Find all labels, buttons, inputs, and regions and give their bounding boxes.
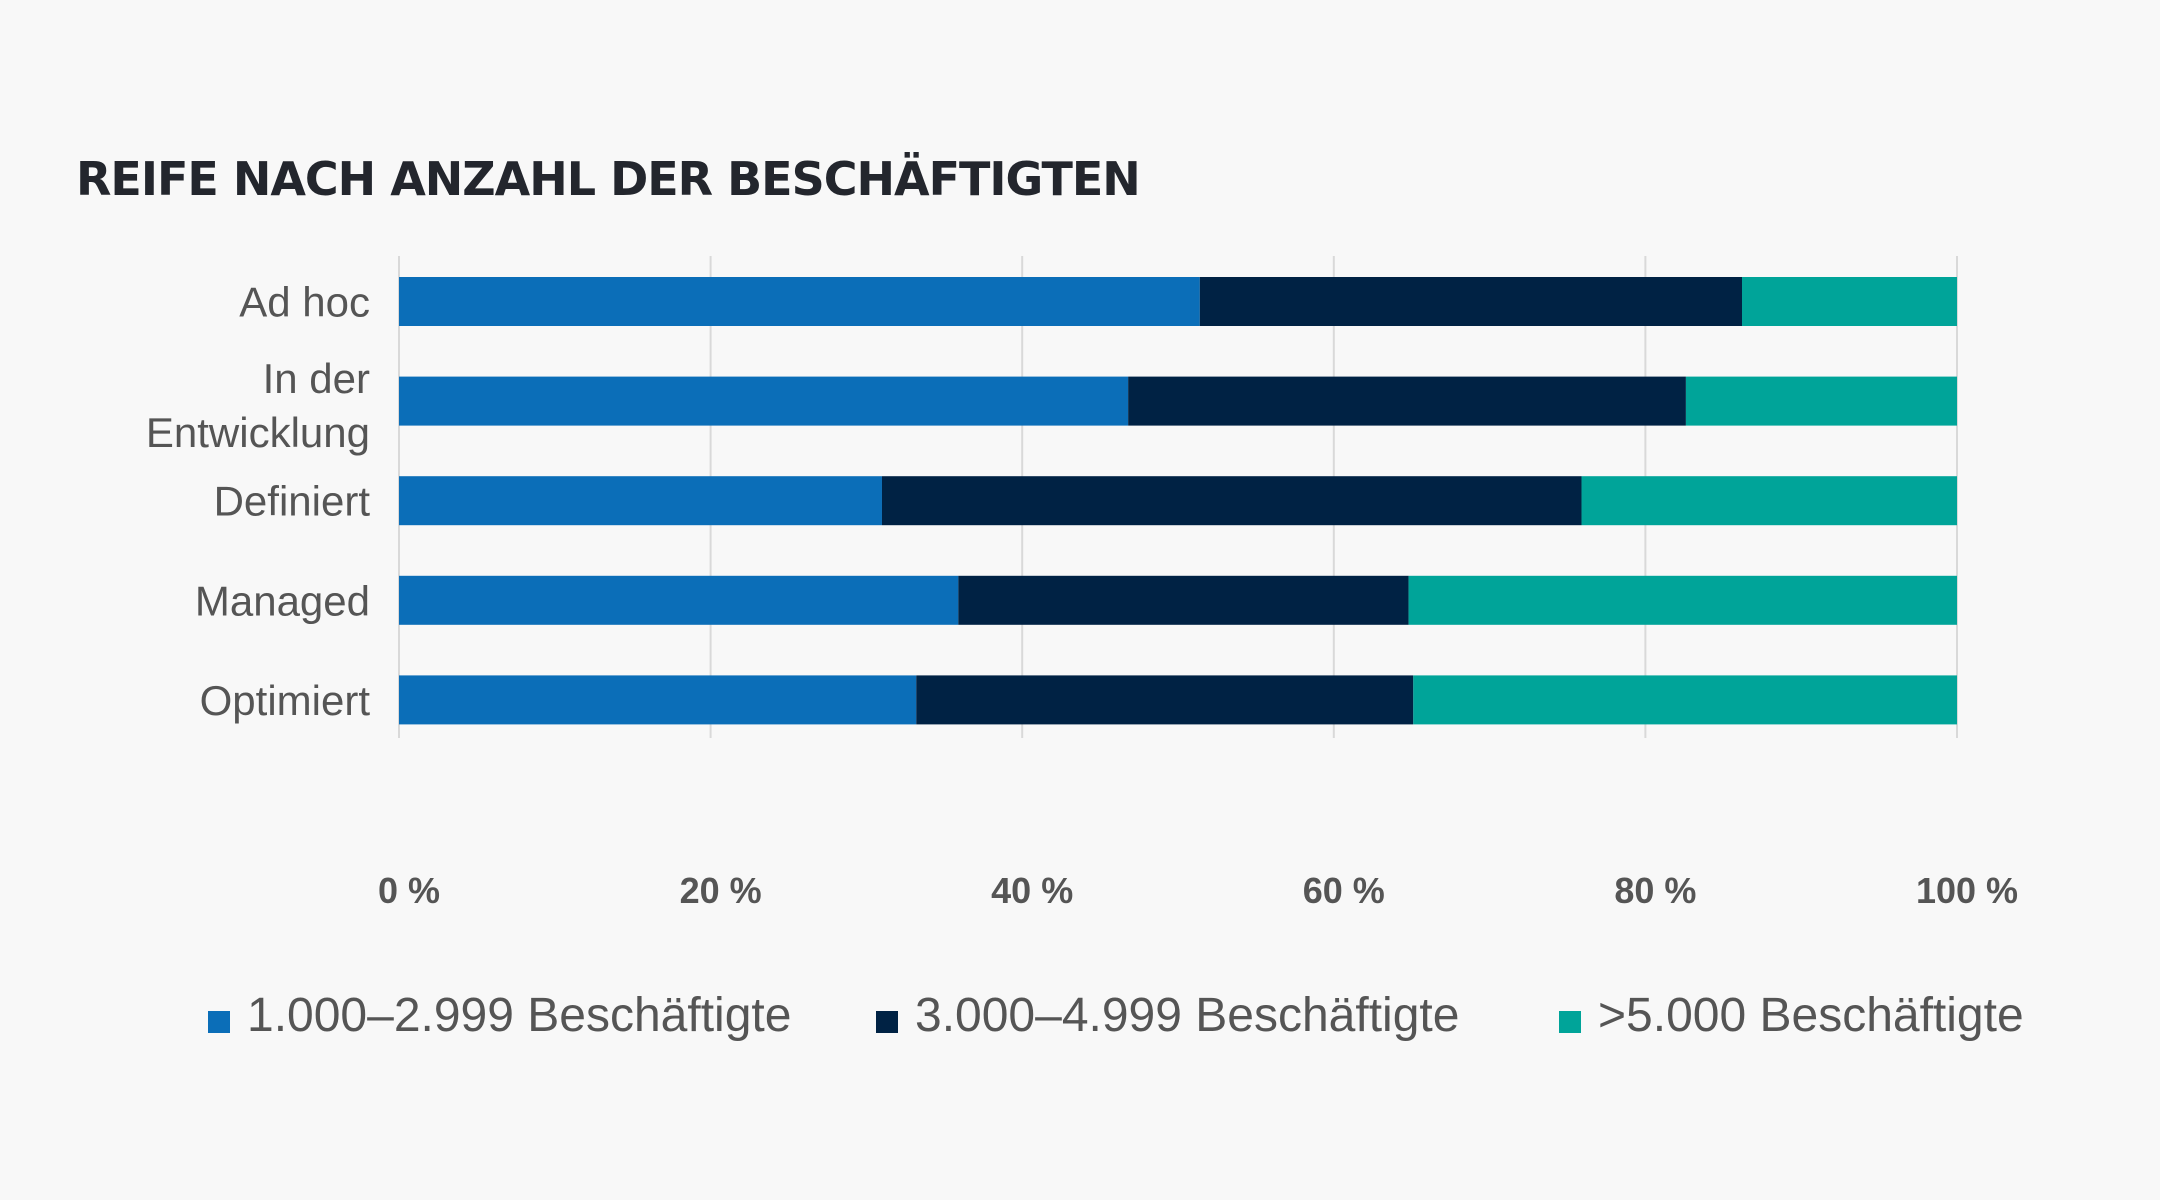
category-label: Optimiert bbox=[200, 677, 371, 724]
bar-segment-definiert-series-2 bbox=[1581, 476, 1957, 526]
legend-label: 3.000–4.999 Beschäftigte bbox=[915, 989, 1460, 1042]
x-tick-label: 0 % bbox=[378, 870, 440, 911]
bar-segment-ad-hoc-series-2 bbox=[1741, 277, 1957, 326]
bar-segment-in-der-entwicklung-series-2 bbox=[1685, 376, 1957, 426]
category-labels: Ad hoc In der Entwicklung Definiert Managed O… bbox=[146, 279, 370, 724]
bar-segment-managed-series-2 bbox=[1408, 575, 1957, 625]
x-tick-label: 100 % bbox=[1916, 870, 2018, 911]
x-tick-label: 40 % bbox=[991, 870, 1073, 911]
chart-title: REIFE NACH ANZAHL DER BESCHÄFTIGTEN bbox=[76, 152, 1141, 206]
legend-label: >5.000 Beschäftigte bbox=[1598, 989, 2024, 1042]
legend-swatch bbox=[876, 1011, 898, 1033]
bar-segment-ad-hoc-series-1 bbox=[1199, 277, 1742, 326]
category-label: Managed bbox=[195, 577, 370, 624]
category-label: In der Entwicklung bbox=[146, 355, 370, 456]
x-tick-label: 60 % bbox=[1303, 870, 1385, 911]
legend-item-over-5000: >5.000 Beschäftigte bbox=[1559, 986, 2024, 1046]
bar-segment-optimiert-series-0 bbox=[399, 675, 917, 725]
x-tick-label: 20 % bbox=[680, 870, 762, 911]
bar-segment-managed-series-0 bbox=[399, 575, 959, 625]
legend-item-1000-2999: 1.000–2.999 Beschäftigte bbox=[208, 986, 791, 1046]
legend-label: 1.000–2.999 Beschäftigte bbox=[247, 989, 792, 1042]
legend: 1.000–2.999 Beschäftigte 3.000–4.999 Bes… bbox=[0, 986, 2160, 1056]
category-label: Definiert bbox=[214, 478, 371, 525]
legend-swatch bbox=[1559, 1011, 1581, 1033]
bar-segment-in-der-entwicklung-series-1 bbox=[1128, 376, 1686, 426]
bar-segment-optimiert-series-1 bbox=[916, 675, 1414, 725]
bar-segment-optimiert-series-2 bbox=[1413, 675, 1957, 725]
category-label: Ad hoc bbox=[239, 279, 370, 326]
bar-segment-ad-hoc-series-0 bbox=[399, 277, 1200, 326]
x-tick-label: 80 % bbox=[1614, 870, 1696, 911]
legend-swatch bbox=[208, 1011, 230, 1033]
bar-segment-definiert-series-1 bbox=[881, 476, 1582, 526]
bar-segment-definiert-series-0 bbox=[399, 476, 882, 526]
legend-item-3000-4999: 3.000–4.999 Beschäftigte bbox=[876, 986, 1459, 1046]
bar-segment-in-der-entwicklung-series-0 bbox=[399, 376, 1129, 426]
bars bbox=[399, 277, 1957, 725]
x-tick-labels: 0 % 20 % 40 % 60 % 80 % 100 % bbox=[378, 870, 2018, 911]
bar-segment-managed-series-1 bbox=[958, 575, 1409, 625]
